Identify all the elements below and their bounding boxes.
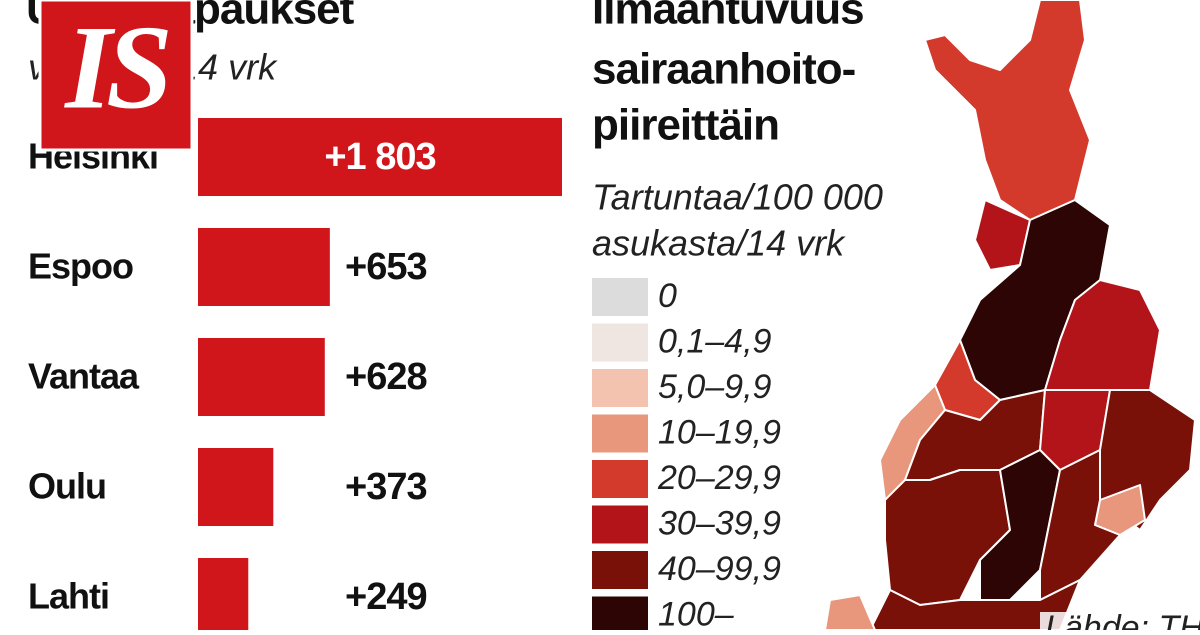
- category-label: Vantaa: [28, 356, 140, 397]
- legend-swatch: [592, 596, 648, 635]
- category-label: Lahti: [28, 576, 109, 617]
- map-region: [979, 449, 1061, 601]
- map-title: sairaanhoito-: [592, 45, 855, 94]
- map: [824, 0, 1196, 631]
- bar: [198, 118, 562, 196]
- category-label: Espoo: [28, 246, 133, 287]
- logo-text: IS: [63, 1, 168, 134]
- value-label: +628: [345, 356, 427, 398]
- legend-label: 100–: [658, 595, 735, 630]
- map-title: Ilmaantuvuus: [592, 0, 864, 34]
- bar: [198, 228, 330, 306]
- legend-label: 10–19,9: [658, 413, 781, 451]
- category-label: Oulu: [28, 466, 106, 507]
- legend-swatch: [592, 323, 648, 362]
- logo: IS: [38, 0, 194, 152]
- map-region: [974, 199, 1031, 271]
- map-region: [824, 594, 876, 631]
- legend-label: 5,0–9,9: [658, 368, 772, 406]
- value-label: +1 803: [324, 136, 435, 178]
- legend-label: 40–99,9: [658, 550, 781, 588]
- legend-swatch: [592, 278, 648, 316]
- map-region: [1039, 449, 1121, 601]
- map-subtitle: Tartuntaa/100 000: [592, 177, 883, 218]
- legend-label: 0: [658, 277, 677, 315]
- legend-swatch: [592, 414, 648, 453]
- map-region: [924, 0, 1091, 221]
- legend-label: 20–29,9: [657, 459, 781, 497]
- map-title: piireittäin: [592, 101, 779, 150]
- value-label: +373: [345, 466, 427, 508]
- source: Lähde: THL: [1045, 609, 1200, 630]
- logo-box: [38, 0, 194, 152]
- value-label: +653: [345, 246, 427, 288]
- legend-swatch: [592, 551, 648, 589]
- bar: [198, 558, 249, 635]
- legend-label: 30–39,9: [658, 504, 781, 542]
- legend-swatch: [592, 505, 648, 544]
- map-subtitle: asukasta/14 vrk: [592, 223, 846, 264]
- legend-swatch: [592, 460, 648, 498]
- bar: [198, 338, 325, 416]
- legend-swatch: [592, 369, 648, 407]
- value-label: +249: [345, 576, 427, 618]
- legend: 0 0,1–4,9 5,0–9,9 10–19,9 20–29,9 30–39,9 40–9…: [592, 277, 781, 635]
- legend-label: 0,1–4,9: [658, 322, 772, 360]
- bar: [198, 448, 274, 526]
- source-bg: [1040, 612, 1200, 630]
